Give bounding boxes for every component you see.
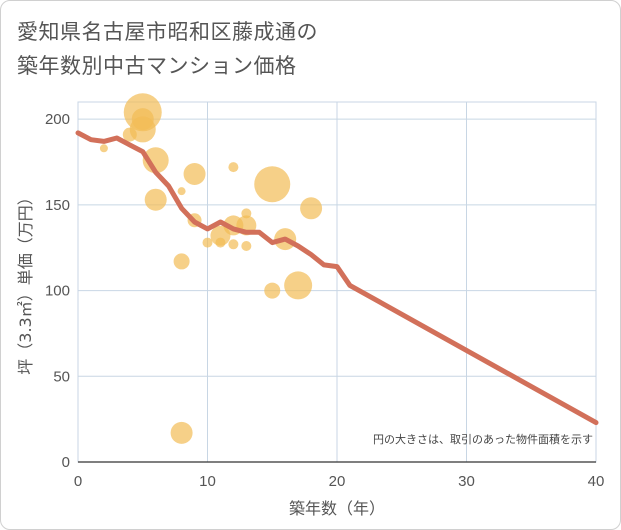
bubble-series	[99, 93, 323, 444]
trend-line	[75, 130, 599, 426]
y-tick-label: 50	[53, 368, 70, 385]
y-tick-label: 200	[45, 111, 70, 128]
bubble-point	[144, 188, 167, 211]
trend-line-series	[75, 130, 599, 426]
chart-title: 愛知県名古屋市昭和区藤成通の 築年数別中古マンション価格	[17, 20, 318, 78]
bubble-point	[99, 144, 108, 153]
bubble-point	[215, 237, 226, 248]
y-tick-label: 150	[45, 197, 70, 214]
axis-ticks: 0 10 20 30 40 0 50 100 150 200	[45, 111, 604, 490]
y-tick-label: 0	[62, 454, 70, 471]
x-tick-label: 20	[329, 473, 346, 490]
x-tick-label: 0	[74, 473, 82, 490]
bubble-point	[228, 239, 239, 250]
bubble-point	[183, 163, 206, 185]
x-axis-label: 築年数（年）	[289, 499, 385, 518]
bubble-point	[284, 271, 313, 300]
y-tick-label: 100	[45, 283, 70, 300]
x-tick-label: 10	[199, 473, 216, 490]
bubble-point	[264, 282, 281, 299]
y-axis-label: 坪（3.3㎡）単価（万円）	[16, 189, 35, 374]
bubble-point	[173, 253, 190, 270]
bubble-size-note: 円の大きさは、取引のあった物件面積を示す	[373, 432, 593, 446]
x-tick-label: 30	[458, 473, 475, 490]
bubble-point	[170, 421, 193, 444]
grid-lines	[77, 101, 597, 463]
bubble-point	[300, 197, 323, 220]
bubble-point	[129, 116, 156, 143]
bubble-point	[254, 166, 291, 203]
bubble-point	[142, 147, 169, 174]
bubble-point	[241, 241, 252, 251]
x-tick-label: 40	[588, 473, 605, 490]
bubble-point	[228, 162, 239, 173]
bubble-point	[202, 237, 213, 248]
bubble-point	[177, 187, 186, 196]
